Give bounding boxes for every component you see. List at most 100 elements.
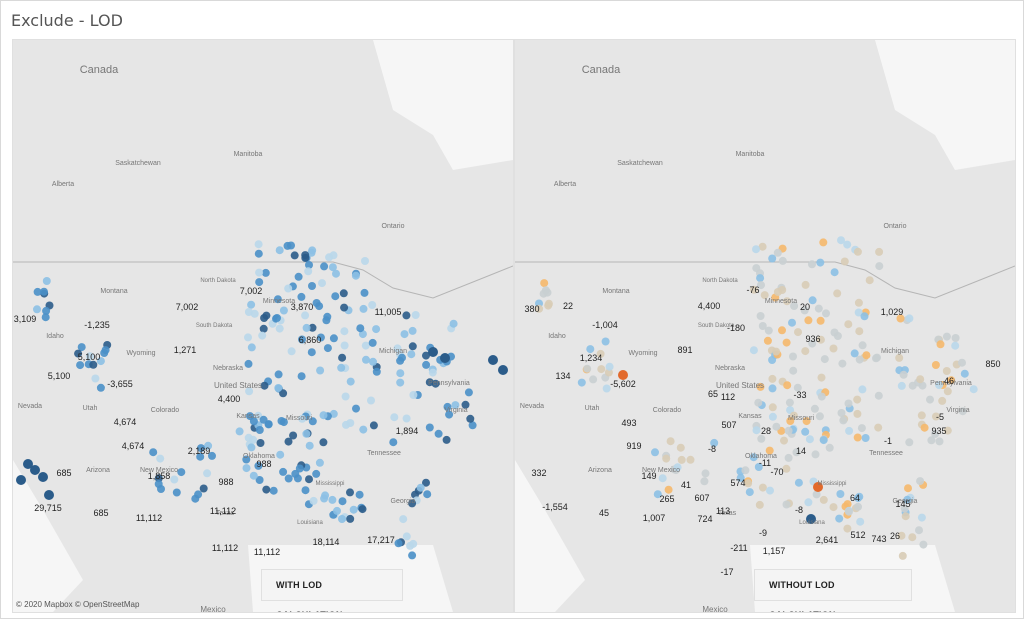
location-mark[interactable]: [337, 363, 346, 372]
location-mark[interactable]: [85, 352, 94, 361]
location-mark[interactable]: [396, 369, 405, 378]
location-mark[interactable]: [901, 512, 910, 521]
location-mark[interactable]: [76, 361, 85, 370]
location-mark[interactable]: [422, 351, 430, 360]
location-mark[interactable]: [411, 311, 420, 319]
location-mark[interactable]: [260, 381, 269, 390]
location-mark[interactable]: [402, 414, 411, 423]
location-mark[interactable]: [346, 514, 355, 523]
location-mark[interactable]: [249, 471, 258, 480]
location-mark[interactable]: [782, 464, 791, 473]
location-mark[interactable]: [768, 384, 777, 393]
location-mark[interactable]: [764, 326, 773, 335]
location-mark[interactable]: [765, 446, 774, 455]
location-mark[interactable]: [861, 434, 870, 442]
location-mark[interactable]: [323, 312, 332, 321]
location-mark[interactable]: [853, 395, 862, 404]
location-mark[interactable]: [783, 381, 792, 390]
location-mark[interactable]: [843, 240, 852, 249]
location-mark[interactable]: [936, 340, 945, 349]
location-mark[interactable]: [269, 486, 278, 495]
location-mark[interactable]: [766, 486, 774, 495]
location-mark[interactable]: [443, 402, 452, 411]
map-with-lod[interactable]: Canada Saskatchewan Manitoba Alberta Ontario…: [12, 39, 514, 613]
location-mark[interactable]: [279, 467, 288, 476]
location-mark[interactable]: [302, 323, 311, 332]
location-mark[interactable]: [319, 438, 328, 447]
location-mark[interactable]: [154, 474, 163, 483]
location-mark[interactable]: [262, 311, 271, 320]
location-mark[interactable]: [773, 288, 782, 296]
location-mark[interactable]: [784, 426, 793, 435]
location-mark[interactable]: [544, 299, 553, 308]
location-mark[interactable]: [845, 426, 854, 435]
location-mark[interactable]: [835, 514, 844, 523]
location-mark[interactable]: [808, 260, 816, 269]
location-mark[interactable]: [673, 463, 682, 472]
map-canvas-right[interactable]: Canada Saskatchewan Manitoba Alberta Ontario…: [515, 40, 1015, 612]
location-mark[interactable]: [247, 300, 256, 309]
location-mark[interactable]: [749, 346, 758, 355]
location-mark[interactable]: [249, 417, 258, 426]
location-mark[interactable]: [586, 345, 595, 354]
location-mark[interactable]: [904, 484, 912, 493]
location-mark[interactable]: [42, 277, 51, 285]
location-mark[interactable]: [89, 360, 98, 369]
location-mark[interactable]: [442, 435, 451, 444]
location-mark[interactable]: [308, 417, 317, 426]
location-mark[interactable]: [951, 341, 960, 350]
location-mark[interactable]: [853, 247, 862, 256]
location-mark[interactable]: [839, 416, 848, 425]
location-mark[interactable]: [399, 515, 408, 524]
location-mark[interactable]: [156, 454, 165, 463]
location-mark[interactable]: [808, 296, 817, 305]
location-mark[interactable]: [309, 496, 318, 505]
location-mark[interactable]: [843, 500, 852, 509]
location-mark[interactable]: [346, 377, 355, 386]
location-mark[interactable]: [256, 439, 265, 447]
location-mark[interactable]: [820, 355, 829, 364]
location-mark[interactable]: [338, 497, 347, 506]
location-mark[interactable]: [813, 482, 823, 492]
location-mark[interactable]: [101, 346, 110, 355]
location-mark[interactable]: [254, 240, 263, 249]
location-mark[interactable]: [323, 344, 332, 353]
location-mark[interactable]: [340, 303, 349, 312]
location-mark[interactable]: [338, 353, 347, 362]
location-mark[interactable]: [860, 312, 869, 321]
location-mark[interactable]: [756, 382, 765, 391]
location-mark[interactable]: [301, 251, 310, 260]
location-mark[interactable]: [274, 370, 283, 379]
location-mark[interactable]: [318, 279, 326, 288]
location-mark[interactable]: [488, 355, 498, 365]
location-mark[interactable]: [340, 341, 349, 350]
location-mark[interactable]: [833, 332, 842, 340]
location-mark[interactable]: [931, 429, 940, 438]
location-mark[interactable]: [653, 490, 662, 499]
location-mark[interactable]: [275, 324, 284, 333]
location-mark[interactable]: [804, 316, 813, 325]
location-mark[interactable]: [605, 362, 614, 371]
location-mark[interactable]: [342, 420, 350, 429]
location-mark[interactable]: [279, 389, 288, 398]
location-mark[interactable]: [792, 448, 801, 457]
location-mark[interactable]: [926, 395, 934, 404]
location-mark[interactable]: [754, 398, 763, 407]
location-mark[interactable]: [896, 314, 905, 323]
location-mark[interactable]: [920, 423, 929, 432]
location-mark[interactable]: [830, 268, 839, 277]
location-mark[interactable]: [346, 488, 354, 497]
location-mark[interactable]: [305, 475, 313, 484]
location-mark[interactable]: [170, 475, 179, 484]
location-mark[interactable]: [903, 495, 912, 504]
location-mark[interactable]: [752, 264, 761, 273]
location-mark[interactable]: [294, 272, 303, 281]
location-mark[interactable]: [451, 401, 460, 410]
location-mark[interactable]: [745, 488, 754, 497]
location-mark[interactable]: [196, 452, 205, 461]
location-mark[interactable]: [274, 384, 283, 392]
location-mark[interactable]: [287, 241, 295, 250]
location-mark[interactable]: [279, 306, 288, 315]
location-mark[interactable]: [873, 353, 881, 362]
location-mark[interactable]: [804, 498, 813, 507]
